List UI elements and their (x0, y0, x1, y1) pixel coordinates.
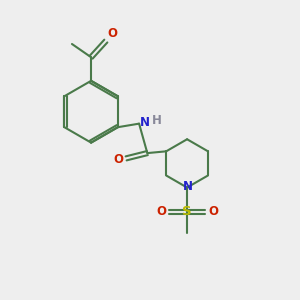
Text: N: N (140, 116, 150, 129)
Text: O: O (208, 205, 218, 218)
Text: O: O (156, 205, 166, 218)
Text: O: O (113, 153, 123, 167)
Text: S: S (182, 205, 192, 218)
Text: H: H (152, 114, 162, 127)
Text: N: N (183, 180, 193, 193)
Text: O: O (107, 27, 117, 40)
